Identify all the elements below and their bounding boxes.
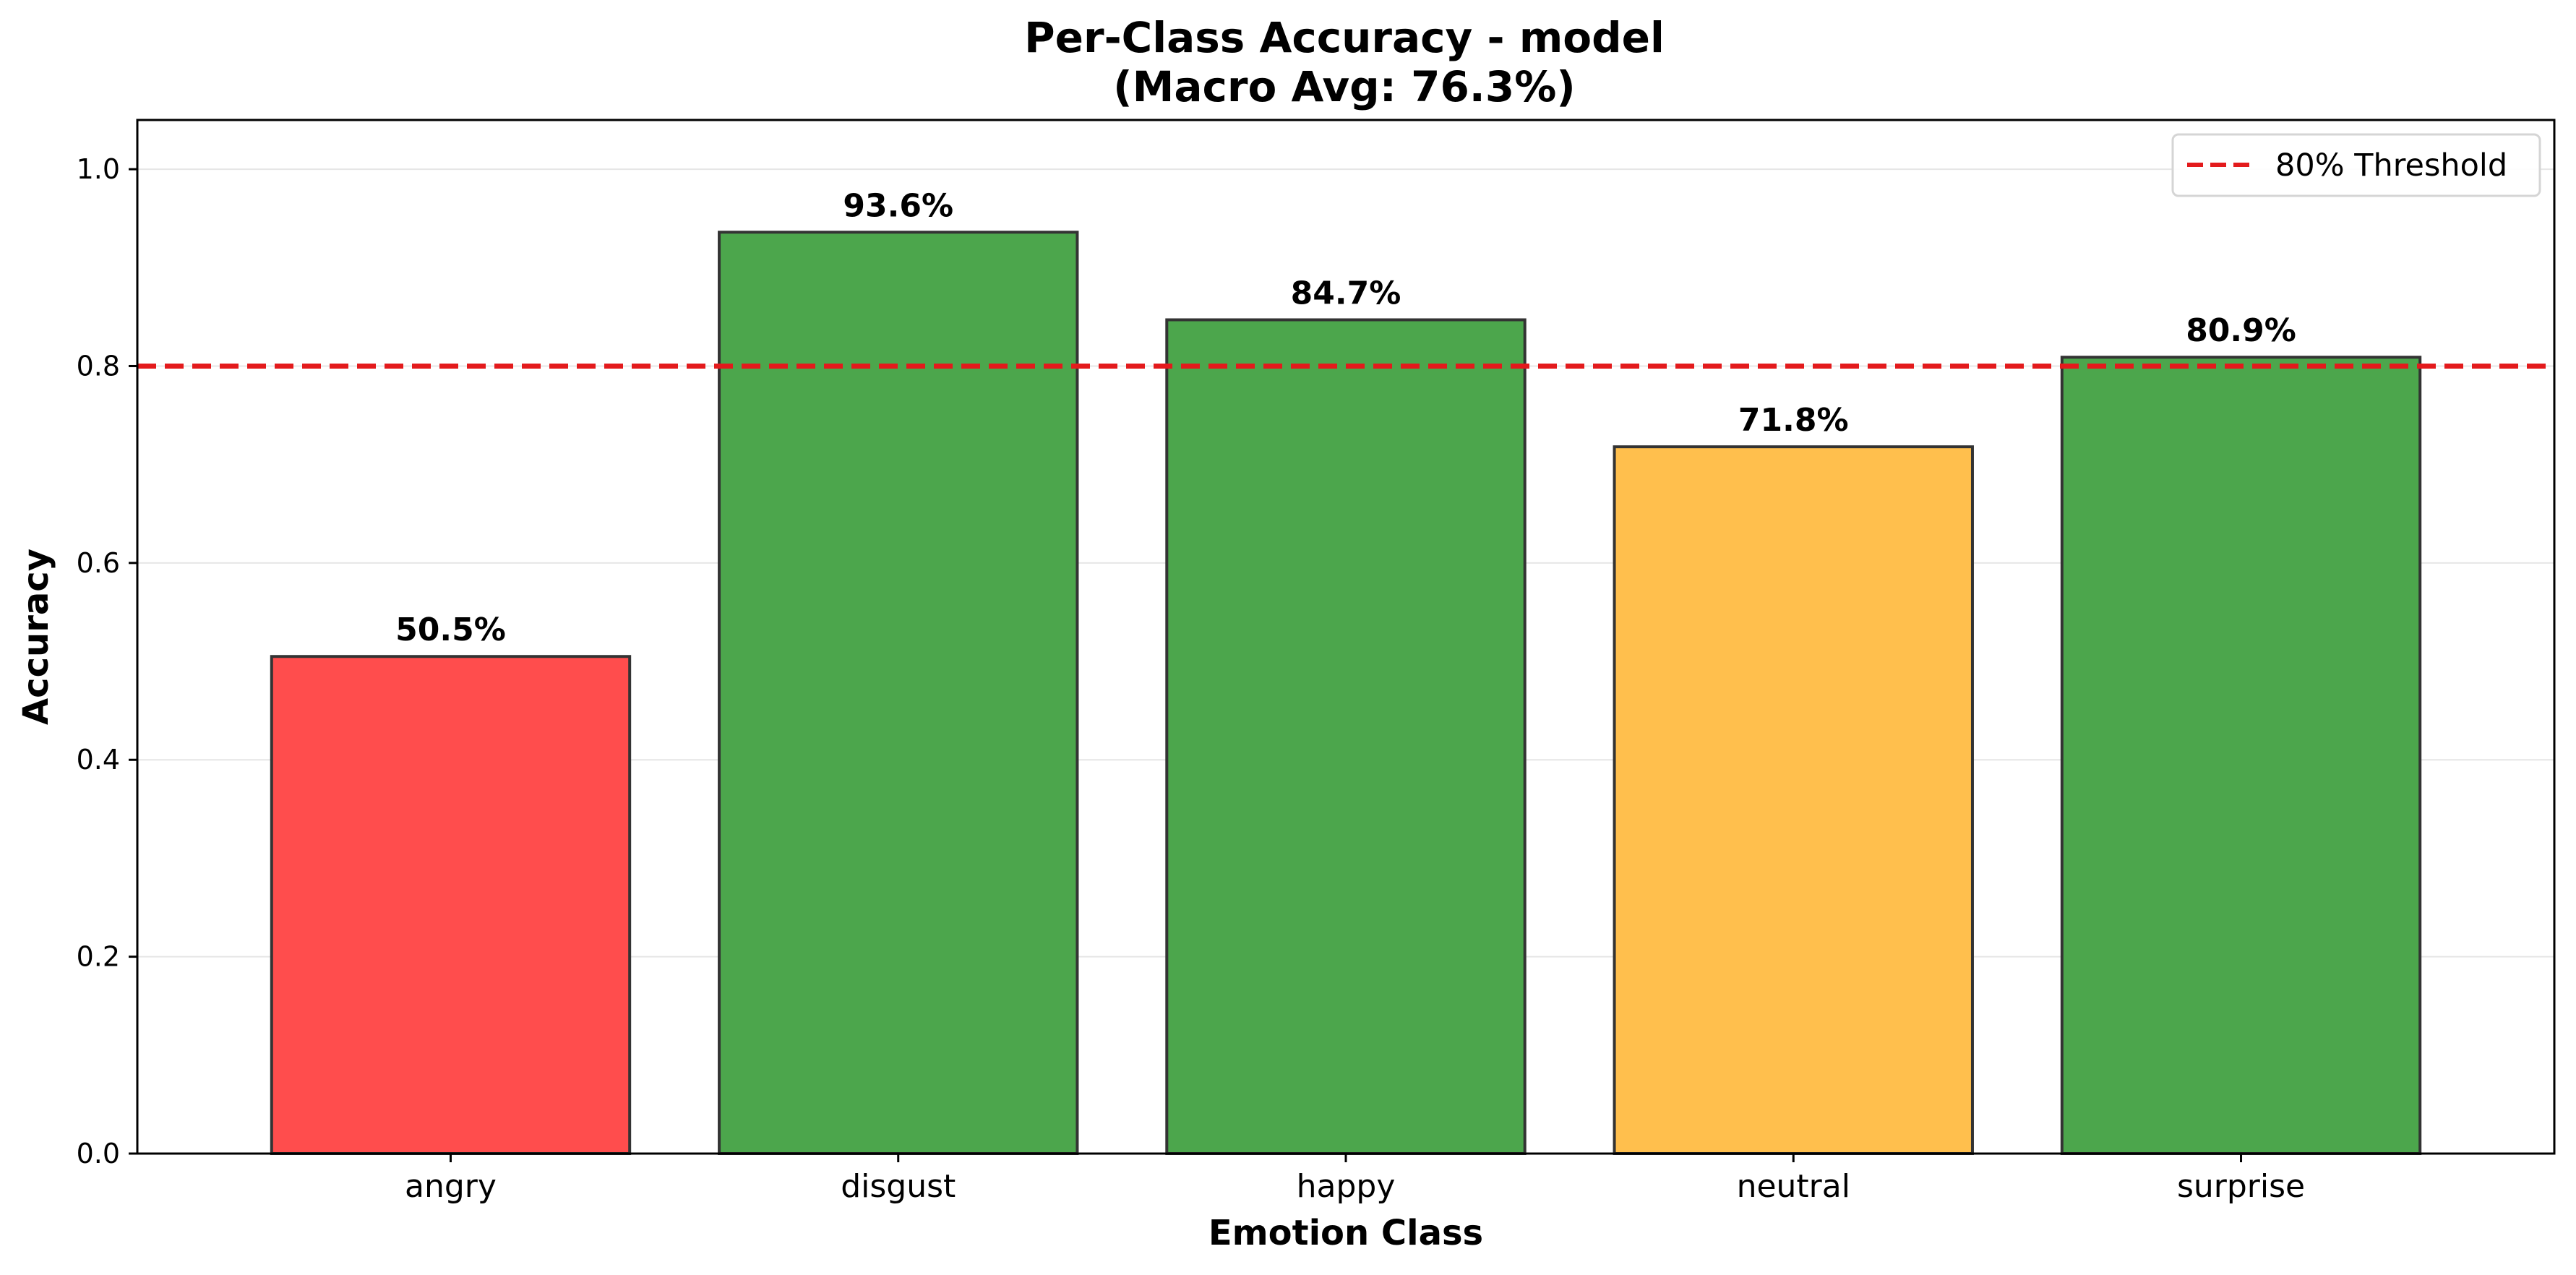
chart-subtitle: (Macro Avg: 76.3%)	[1113, 62, 1576, 111]
x-tick-label-angry: angry	[405, 1168, 497, 1205]
y-axis-ticks: 0.0 0.2 0.4 0.6 0.8 1.0	[77, 153, 137, 1169]
plot-area-frame	[136, 119, 2556, 1155]
chart-title: Per-Class Accuracy - model	[1024, 13, 1665, 62]
y-tick-label: 0.0	[77, 1138, 120, 1169]
legend: 80% Threshold	[2171, 133, 2541, 197]
legend-threshold-label: 80% Threshold	[2275, 147, 2507, 184]
legend-box	[2171, 133, 2541, 197]
y-tick-label: 0.6	[77, 547, 120, 579]
x-axis-ticks: angry disgust happy neutral surprise	[405, 1154, 2305, 1205]
data-label-neutral: 71.8%	[1738, 402, 1849, 439]
data-label-disgust: 93.6%	[843, 187, 953, 224]
x-axis-label: Emotion Class	[1208, 1213, 1483, 1253]
bar-surprise	[2060, 356, 2422, 1156]
y-tick-label: 1.0	[77, 153, 120, 185]
bar-angry	[270, 655, 632, 1155]
data-label-angry: 50.5%	[395, 611, 506, 648]
bars	[270, 231, 2422, 1156]
y-axis-label: Accuracy	[16, 549, 56, 725]
data-labels: 50.5% 93.6% 84.7% 71.8% 80.9%	[395, 187, 2296, 648]
x-tick-label-surprise: surprise	[2177, 1168, 2305, 1205]
x-tick-label-happy: happy	[1297, 1168, 1396, 1205]
data-label-surprise: 80.9%	[2186, 312, 2296, 349]
bar-happy	[1165, 318, 1527, 1155]
y-tick-label: 0.2	[77, 941, 120, 973]
bar-disgust	[718, 231, 1079, 1155]
y-tick-label: 0.4	[77, 744, 120, 776]
data-label-happy: 84.7%	[1291, 275, 1401, 312]
bar-neutral	[1613, 445, 1974, 1155]
x-tick-label-neutral: neutral	[1737, 1168, 1850, 1205]
x-tick-label-disgust: disgust	[841, 1168, 956, 1205]
y-tick-label: 0.8	[77, 350, 120, 382]
